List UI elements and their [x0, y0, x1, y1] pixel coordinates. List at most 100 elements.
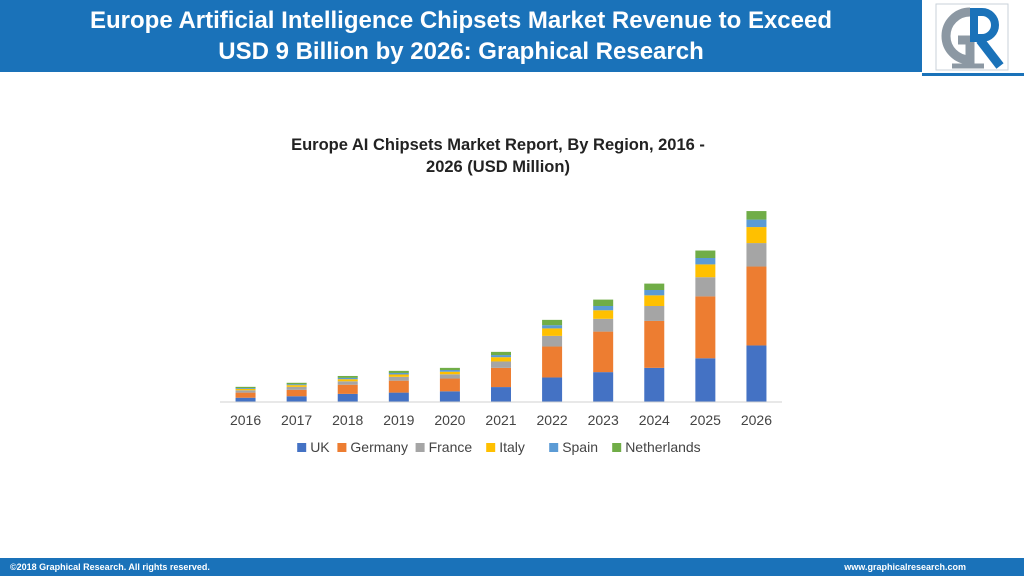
bar-segment-germany-2025 — [695, 296, 716, 359]
x-tick-label-2026: 2026 — [741, 412, 772, 428]
bar-segment-netherlands-2026 — [746, 211, 767, 220]
website-link[interactable]: www.graphicalresearch.com — [844, 562, 966, 572]
bar-segment-uk-2019 — [388, 392, 409, 402]
bar-segment-spain-2021 — [491, 355, 511, 358]
bar-segment-uk-2025 — [695, 358, 716, 402]
bar-segment-uk-2018 — [337, 393, 358, 402]
x-tick-label-2025: 2025 — [690, 412, 721, 428]
bar-segment-germany-2017 — [286, 389, 307, 397]
bar-segment-france-2018 — [337, 381, 358, 385]
bar-segment-netherlands-2018 — [337, 375, 358, 378]
bar-segment-spain-2023 — [593, 306, 614, 311]
x-tick-label-2016: 2016 — [230, 412, 261, 428]
bar-segment-france-2019 — [388, 376, 409, 381]
bar-segment-france-2021 — [491, 361, 511, 368]
bar-segment-netherlands-2023 — [593, 299, 614, 306]
x-tick-label-2024: 2024 — [639, 412, 670, 428]
bar-segment-uk-2021 — [491, 387, 511, 402]
bar-segment-netherlands-2021 — [491, 351, 511, 356]
legend: UK Germany France Italy Spain Netherlands — [297, 439, 701, 455]
chart-title-line-2: 2026 (USD Million) — [426, 158, 570, 176]
legend-swatch-spain — [549, 443, 559, 452]
legend-swatch-germany — [337, 443, 347, 452]
copyright-text: ©2018 Graphical Research. All rights res… — [10, 562, 210, 572]
page-title-line-1: Europe Artificial Intelligence Chipsets … — [90, 7, 832, 34]
chart-title-line-1: Europe AI Chipsets Market Report, By Reg… — [291, 136, 705, 154]
bar-segment-italy-2024 — [644, 295, 665, 306]
x-tick-labels: 2016 2017 2018 2019 2020 2021 2022 2023 2024 2025… — [230, 412, 772, 428]
legend-label-spain: Spain — [562, 439, 598, 455]
bar-segment-spain-2019 — [388, 372, 409, 375]
legend-label-france: France — [429, 439, 473, 455]
x-tick-label-2017: 2017 — [281, 412, 312, 428]
bar-segment-spain-2018 — [337, 377, 358, 380]
bar-segment-spain-2022 — [542, 325, 563, 329]
bar-segment-spain-2017 — [286, 384, 307, 386]
bar-segment-germany-2020 — [439, 378, 460, 392]
legend-swatch-france — [415, 443, 425, 452]
bar-segment-italy-2020 — [439, 371, 460, 375]
footer-bar: ©2018 Graphical Research. All rights res… — [0, 558, 1024, 576]
x-tick-label-2019: 2019 — [383, 412, 414, 428]
bar-segment-uk-2022 — [542, 377, 563, 402]
bar-segment-netherlands-2016 — [235, 386, 256, 389]
bar-segment-germany-2023 — [593, 331, 614, 373]
page-title-line-2: USD 9 Billion by 2026: Graphical Researc… — [218, 38, 704, 65]
bar-segment-spain-2025 — [695, 258, 716, 265]
bar-segment-germany-2024 — [644, 320, 665, 368]
bar-segment-netherlands-2020 — [439, 367, 460, 370]
bar-segment-spain-2016 — [235, 388, 256, 389]
bar-segment-uk-2023 — [593, 372, 614, 402]
x-tick-label-2023: 2023 — [588, 412, 619, 428]
bar-segment-france-2025 — [695, 277, 716, 297]
bars-group — [235, 211, 767, 402]
bar-segment-germany-2019 — [388, 380, 409, 393]
legend-swatch-uk — [297, 443, 307, 452]
bar-segment-spain-2020 — [439, 370, 460, 372]
bar-segment-netherlands-2017 — [286, 382, 307, 385]
bar-segment-uk-2024 — [644, 367, 665, 402]
bar-segment-italy-2021 — [491, 357, 511, 362]
bar-segment-france-2022 — [542, 335, 563, 347]
bar-segment-italy-2016 — [235, 388, 256, 391]
bar-segment-germany-2022 — [542, 346, 563, 378]
bar-segment-netherlands-2022 — [542, 319, 563, 326]
bar-segment-france-2017 — [286, 386, 307, 390]
bar-segment-uk-2026 — [746, 345, 767, 402]
bar-segment-italy-2018 — [337, 379, 358, 382]
x-tick-label-2018: 2018 — [332, 412, 363, 428]
bar-segment-germany-2021 — [491, 367, 511, 388]
bar-segment-italy-2017 — [286, 385, 307, 387]
bar-segment-france-2024 — [644, 306, 665, 321]
legend-swatch-italy — [486, 443, 496, 452]
bar-segment-italy-2026 — [746, 227, 767, 244]
legend-label-uk: UK — [310, 439, 330, 455]
bar-segment-france-2020 — [439, 374, 460, 379]
header-banner: Europe Artificial Intelligence Chipsets … — [0, 0, 922, 72]
bar-segment-france-2016 — [235, 390, 256, 393]
bar-segment-uk-2016 — [235, 397, 256, 402]
bar-segment-uk-2020 — [439, 391, 460, 402]
graphical-research-logo — [922, 0, 1024, 76]
legend-swatch-netherlands — [612, 443, 622, 452]
bar-segment-italy-2025 — [695, 264, 716, 278]
legend-label-germany: Germany — [350, 439, 408, 455]
bar-segment-germany-2026 — [746, 266, 767, 346]
bar-segment-france-2026 — [746, 243, 767, 267]
bar-segment-netherlands-2024 — [644, 283, 665, 290]
bar-segment-spain-2026 — [746, 219, 767, 228]
bar-segment-italy-2022 — [542, 328, 563, 336]
legend-label-italy: Italy — [499, 439, 525, 455]
bar-segment-france-2023 — [593, 318, 614, 332]
stacked-bar-chart: Europe AI Chipsets Market Report, By Reg… — [220, 136, 782, 455]
bar-segment-italy-2023 — [593, 310, 614, 319]
bar-segment-netherlands-2019 — [388, 370, 409, 373]
x-tick-label-2021: 2021 — [485, 412, 516, 428]
bar-segment-netherlands-2025 — [695, 250, 716, 258]
bar-segment-italy-2019 — [388, 374, 409, 377]
bar-segment-germany-2016 — [235, 392, 256, 398]
x-tick-label-2022: 2022 — [537, 412, 568, 428]
legend-label-netherlands: Netherlands — [625, 439, 701, 455]
bar-segment-spain-2024 — [644, 290, 665, 296]
x-tick-label-2020: 2020 — [434, 412, 465, 428]
